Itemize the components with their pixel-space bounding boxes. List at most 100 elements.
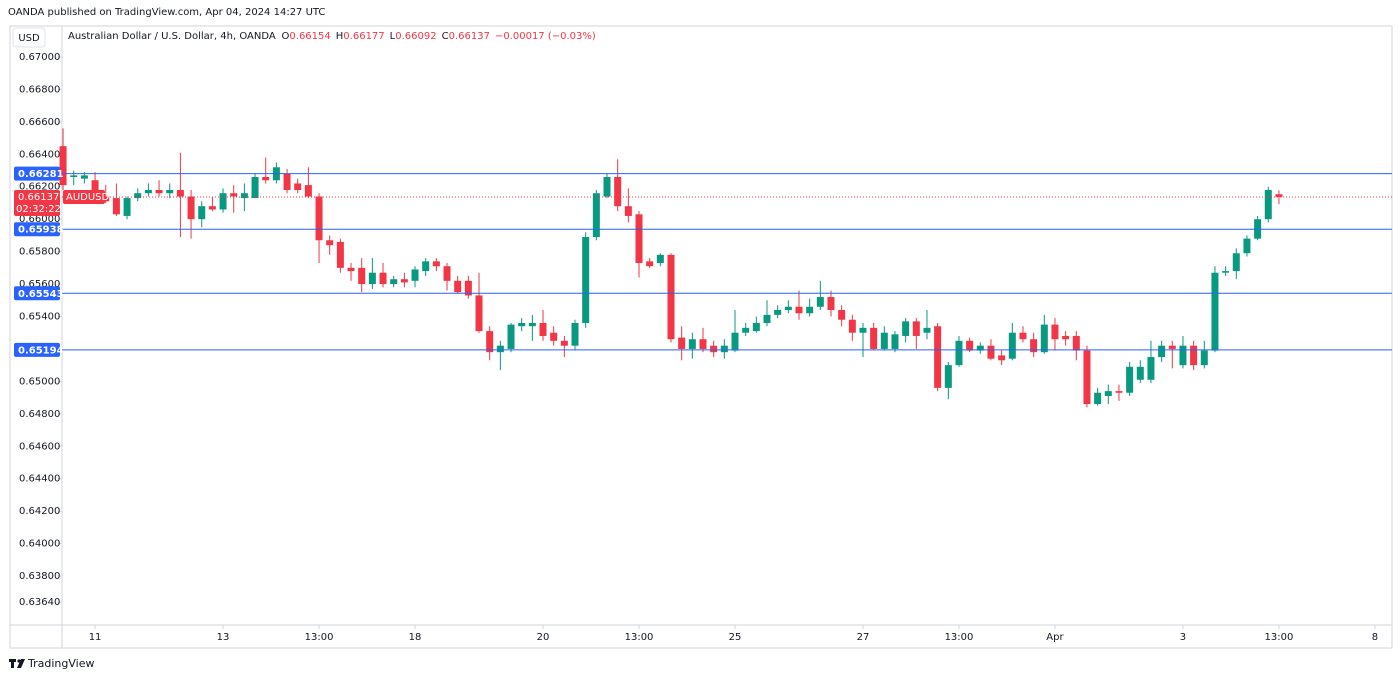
candle-body bbox=[795, 306, 803, 314]
x-tick-label: 20 bbox=[537, 632, 550, 643]
logo-mark bbox=[17, 659, 25, 668]
level-label-bg bbox=[14, 222, 60, 237]
ohlc-value: 0.66092 bbox=[395, 31, 436, 42]
x-tick-label: 13:00 bbox=[625, 632, 654, 643]
change: −0.00017 (−0.03%) bbox=[495, 31, 596, 42]
candle-body bbox=[784, 306, 792, 311]
y-tick-label: 0.66800 bbox=[19, 84, 60, 95]
currency-box[interactable] bbox=[12, 27, 46, 48]
candle-body bbox=[432, 261, 440, 267]
candle-body bbox=[859, 327, 867, 333]
x-tick-label: 13:00 bbox=[1265, 632, 1294, 643]
candle-body bbox=[592, 193, 600, 238]
candle-body bbox=[1126, 366, 1134, 393]
candle-body bbox=[262, 177, 270, 181]
candle-body bbox=[603, 177, 611, 197]
candle-body bbox=[102, 196, 110, 202]
ohlc-letter: L bbox=[390, 31, 396, 42]
candle-body bbox=[880, 332, 888, 349]
candle-body bbox=[240, 193, 248, 199]
candle-body bbox=[475, 295, 483, 332]
candle-body bbox=[1158, 345, 1166, 358]
candle-body bbox=[443, 266, 451, 281]
candle-body bbox=[294, 183, 302, 190]
candle-body bbox=[326, 240, 334, 246]
level-label-bg bbox=[14, 166, 60, 181]
candle-body bbox=[1264, 189, 1272, 220]
candle-body bbox=[699, 339, 707, 349]
x-tick-label: 13 bbox=[217, 632, 230, 643]
candle-body bbox=[1115, 391, 1123, 393]
candle-body bbox=[646, 261, 654, 267]
candle-body bbox=[304, 185, 312, 197]
y-tick-label: 0.64200 bbox=[19, 506, 60, 517]
candle-body bbox=[336, 241, 344, 268]
x-tick-label: 11 bbox=[89, 632, 102, 643]
candle-body bbox=[838, 310, 846, 320]
x-tick-label: 27 bbox=[857, 632, 870, 643]
candle-body bbox=[368, 272, 376, 285]
legend: Australian Dollar / U.S. Dollar, 4h, OAN… bbox=[68, 31, 596, 42]
x-tick-label: 8 bbox=[1372, 632, 1378, 643]
candle-body bbox=[763, 314, 771, 323]
candle-body bbox=[752, 322, 760, 332]
y-tick-label: 0.64000 bbox=[19, 539, 60, 550]
y-tick-label: 0.65000 bbox=[19, 376, 60, 387]
candle-body bbox=[902, 321, 910, 336]
candle-body bbox=[624, 206, 632, 216]
candle-body bbox=[816, 297, 824, 307]
candle-body bbox=[219, 193, 227, 210]
candle-body bbox=[155, 189, 163, 194]
candle-body bbox=[112, 198, 120, 215]
candle-body bbox=[1243, 238, 1251, 254]
candle-body bbox=[614, 177, 622, 207]
symbol-tag: AUDUSD bbox=[66, 192, 110, 203]
symbol-tag-bg bbox=[63, 189, 105, 204]
level-label-bg bbox=[14, 286, 60, 301]
candle-body bbox=[560, 340, 568, 346]
candle-body bbox=[827, 297, 835, 311]
ohlc-value: 0.66177 bbox=[343, 31, 384, 42]
candle-body bbox=[1136, 366, 1144, 380]
candle-body bbox=[550, 332, 558, 341]
x-tick-label: 13:00 bbox=[945, 632, 974, 643]
candle-body bbox=[1104, 391, 1112, 396]
ohlc-letter: C bbox=[442, 31, 449, 42]
ohlc-letter: O bbox=[282, 31, 290, 42]
candle-body bbox=[944, 365, 952, 388]
candle-body bbox=[678, 337, 686, 349]
candle-body bbox=[976, 345, 984, 351]
candle-body bbox=[1168, 345, 1176, 349]
y-tick-label: 0.66000 bbox=[19, 214, 60, 225]
candle-body bbox=[80, 175, 88, 179]
candle-body bbox=[187, 196, 195, 220]
y-tick-label: 0.66200 bbox=[19, 182, 60, 193]
level-label: 0.66281 bbox=[18, 169, 64, 180]
candle-body bbox=[1019, 332, 1027, 340]
candle-body bbox=[176, 189, 184, 197]
candle-body bbox=[70, 175, 78, 178]
candle-body bbox=[1147, 357, 1155, 380]
candle-body bbox=[710, 345, 718, 353]
logo: TradingView bbox=[9, 657, 94, 670]
y-tick-label: 0.64400 bbox=[19, 474, 60, 485]
y-tick-label: 0.65600 bbox=[19, 279, 60, 290]
candle-body bbox=[571, 322, 579, 346]
candle-body bbox=[539, 322, 547, 336]
candle-body bbox=[528, 322, 536, 327]
candle-body bbox=[251, 177, 259, 199]
candle-body bbox=[1083, 350, 1091, 405]
candle-body bbox=[806, 306, 814, 314]
candle-body bbox=[144, 189, 152, 194]
candle-body bbox=[198, 206, 206, 220]
candle-body bbox=[1200, 350, 1208, 366]
chart-frame bbox=[9, 25, 1393, 649]
candle-body bbox=[518, 322, 526, 327]
candle-body bbox=[1008, 332, 1016, 359]
y-tick-label: 0.66600 bbox=[19, 117, 60, 128]
last-price: 0.66137 bbox=[18, 192, 59, 203]
y-tick-label: 0.64600 bbox=[19, 441, 60, 452]
publish-info: OANDA published on TradingView.com, Apr … bbox=[8, 7, 325, 18]
candle-body bbox=[731, 332, 739, 351]
ohlc-value: 0.66137 bbox=[449, 31, 490, 42]
